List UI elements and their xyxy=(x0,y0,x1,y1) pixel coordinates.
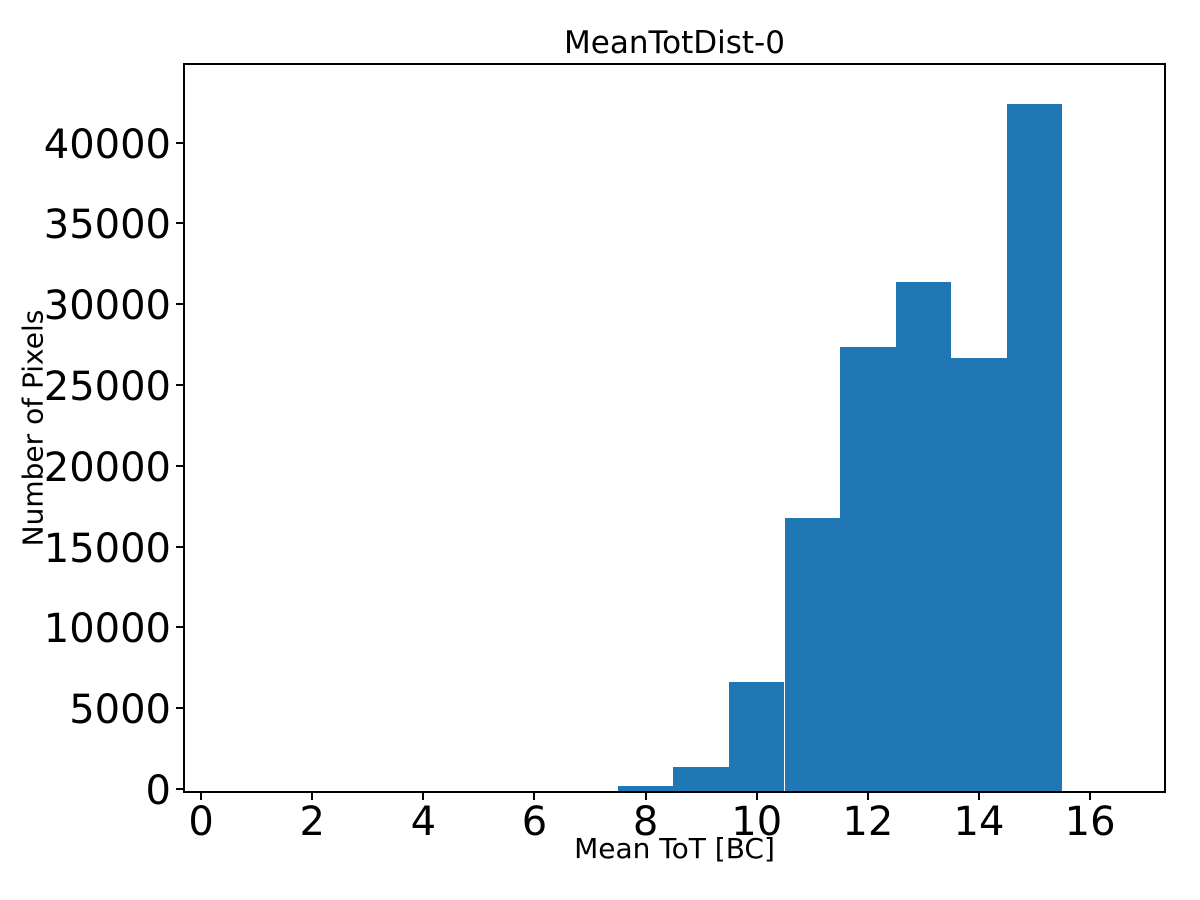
y-tick-mark xyxy=(176,383,185,386)
x-tick-label: 2 xyxy=(299,799,325,845)
y-tick-label: 0 xyxy=(145,768,171,814)
histogram-bar xyxy=(728,681,785,791)
y-axis-label: Number of Pixels xyxy=(16,309,50,547)
histogram-bar xyxy=(673,766,729,791)
x-tick-mark xyxy=(533,791,536,800)
x-tick-mark xyxy=(311,791,314,800)
x-tick-label: 12 xyxy=(842,799,894,845)
y-tick-label: 15000 xyxy=(43,525,171,572)
y-tick-mark xyxy=(176,303,185,306)
x-tick-mark xyxy=(644,791,647,800)
x-tick-mark xyxy=(977,791,980,800)
histogram-bar xyxy=(617,786,674,791)
y-tick-mark xyxy=(176,626,185,629)
y-tick-label: 35000 xyxy=(43,202,171,249)
y-tick-mark xyxy=(176,707,185,710)
y-tick-label: 40000 xyxy=(43,121,171,168)
x-axis-label: Mean ToT [BC] xyxy=(574,832,775,865)
y-tick-mark xyxy=(176,141,185,144)
x-tick-mark xyxy=(1089,791,1092,800)
x-tick-mark xyxy=(866,791,869,800)
y-tick-mark xyxy=(176,788,185,790)
histogram-bar xyxy=(951,357,1007,791)
plot-area: 0 2 4 6 8 10 12 14 16 0 5000 10000 15000 20000 25000 30… xyxy=(44,63,1166,842)
x-tick-mark xyxy=(422,791,425,800)
x-tick-label: 10 xyxy=(731,799,783,845)
x-tick-mark xyxy=(200,791,203,800)
y-tick-label: 5000 xyxy=(69,687,171,734)
y-tick-label: 20000 xyxy=(43,444,171,491)
y-tick-label: 30000 xyxy=(43,283,171,330)
x-tick-mark xyxy=(755,791,758,800)
x-tick-label: 0 xyxy=(188,799,214,845)
histogram-bar xyxy=(1006,104,1063,791)
x-tick-label: 8 xyxy=(632,799,659,845)
y-tick-mark xyxy=(176,222,185,225)
histogram-bar xyxy=(784,517,841,791)
histogram-bar xyxy=(895,281,952,791)
x-tick-label: 16 xyxy=(1064,799,1116,845)
y-tick-mark xyxy=(176,545,185,548)
x-tick-label: 6 xyxy=(521,799,548,845)
chart-title: MeanTotDist-0 xyxy=(564,25,785,61)
x-tick-label: 14 xyxy=(953,799,1005,845)
y-tick-label: 10000 xyxy=(43,606,171,653)
x-tick-label: 4 xyxy=(410,799,437,845)
histogram-bar xyxy=(840,346,896,791)
y-tick-mark xyxy=(176,464,185,467)
y-tick-label: 25000 xyxy=(43,363,171,410)
